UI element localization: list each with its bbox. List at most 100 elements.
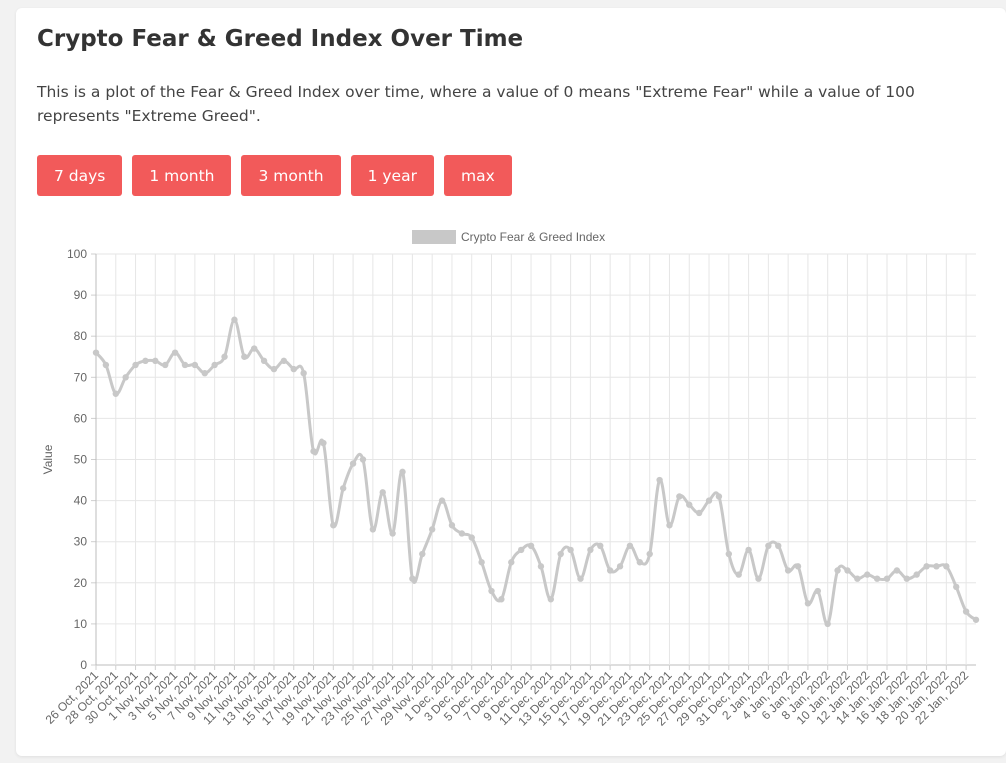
- page-description: This is a plot of the Fear & Greed Index…: [37, 83, 915, 125]
- data-point: [943, 563, 950, 570]
- data-point: [824, 620, 831, 628]
- data-point: [953, 583, 960, 591]
- range-1-month-button[interactable]: 1 month: [132, 155, 232, 196]
- data-point: [330, 522, 337, 529]
- data-point: [646, 550, 653, 558]
- data-point: [636, 559, 644, 566]
- data-point: [804, 600, 812, 607]
- range-3-month-button[interactable]: 3 month: [241, 155, 341, 196]
- data-point: [537, 563, 545, 570]
- y-tick-label: 30: [74, 535, 88, 549]
- data-point: [339, 485, 347, 492]
- data-point: [784, 567, 792, 574]
- data-point: [844, 567, 851, 574]
- data-point: [102, 361, 110, 369]
- y-tick-label: 70: [74, 370, 88, 384]
- data-point: [221, 353, 228, 360]
- data-point: [933, 563, 940, 570]
- data-point: [428, 526, 436, 533]
- y-tick-label: 20: [74, 576, 88, 590]
- data-point: [606, 567, 614, 574]
- y-tick-label: 40: [74, 494, 88, 508]
- data-point: [686, 501, 693, 508]
- data-point: [448, 522, 456, 529]
- data-point: [112, 390, 119, 397]
- data-point: [389, 530, 396, 537]
- data-point: [745, 546, 752, 554]
- range-1-year-button[interactable]: 1 year: [350, 155, 434, 196]
- data-point: [419, 550, 426, 558]
- data-point: [735, 571, 742, 578]
- legend-label: Crypto Fear & Greed Index: [461, 230, 605, 244]
- data-point: [577, 575, 584, 582]
- data-point: [715, 493, 723, 500]
- data-point: [488, 587, 495, 595]
- data-point: [547, 596, 555, 603]
- data-point: [498, 596, 505, 603]
- data-point: [666, 522, 673, 529]
- data-point: [854, 575, 861, 582]
- data-point: [676, 493, 683, 500]
- data-point: [893, 567, 901, 574]
- data-point: [379, 489, 386, 496]
- data-point: [864, 571, 871, 578]
- data-point: [567, 546, 574, 554]
- data-point: [765, 542, 772, 550]
- data-point: [972, 616, 980, 623]
- data-point: [152, 357, 159, 365]
- y-axis-title: Value: [41, 444, 55, 474]
- data-point: [310, 448, 317, 455]
- series-line: [94, 318, 977, 626]
- data-point: [834, 567, 841, 574]
- data-point: [626, 542, 634, 550]
- data-point: [517, 546, 525, 554]
- data-point: [132, 361, 139, 369]
- y-tick-label: 80: [74, 329, 88, 343]
- data-point: [409, 575, 416, 582]
- data-point: [468, 534, 475, 541]
- data-point: [616, 563, 624, 570]
- data-point: [251, 345, 258, 352]
- data-point: [280, 357, 288, 365]
- legend-swatch: [412, 230, 456, 244]
- data-point: [527, 542, 535, 550]
- data-point: [962, 608, 970, 615]
- data-point: [755, 575, 762, 582]
- data-point: [438, 497, 446, 504]
- data-point: [814, 587, 821, 595]
- y-tick-label: 10: [74, 617, 88, 631]
- data-point: [300, 369, 307, 377]
- range-7-days-button[interactable]: 7 days: [37, 155, 123, 196]
- data-point: [122, 374, 129, 381]
- data-point: [201, 369, 208, 377]
- data-point: [359, 456, 367, 463]
- data-point: [873, 575, 881, 582]
- data-point: [320, 439, 327, 447]
- data-point: [92, 349, 100, 356]
- data-point: [695, 509, 703, 517]
- data-point: [399, 468, 406, 476]
- data-point: [705, 497, 713, 504]
- data-point: [260, 357, 268, 365]
- data-point: [458, 530, 466, 537]
- range-max-button[interactable]: max: [443, 155, 512, 196]
- data-point: [508, 559, 515, 566]
- data-point: [162, 361, 169, 369]
- data-point: [142, 357, 149, 365]
- data-point: [369, 526, 377, 533]
- y-tick-label: 90: [74, 288, 88, 302]
- data-point: [241, 353, 248, 360]
- y-tick-label: 60: [74, 411, 88, 425]
- data-point: [923, 563, 930, 570]
- y-tick-label: 0: [80, 658, 87, 672]
- data-point: [211, 361, 218, 369]
- data-point: [171, 349, 179, 356]
- page-title: Crypto Fear & Greed Index Over Time: [37, 26, 524, 52]
- y-tick-label: 100: [67, 247, 87, 261]
- data-point: [794, 563, 802, 570]
- data-point: [775, 542, 782, 550]
- data-point: [181, 361, 189, 369]
- data-point: [883, 575, 891, 582]
- data-point: [557, 550, 564, 558]
